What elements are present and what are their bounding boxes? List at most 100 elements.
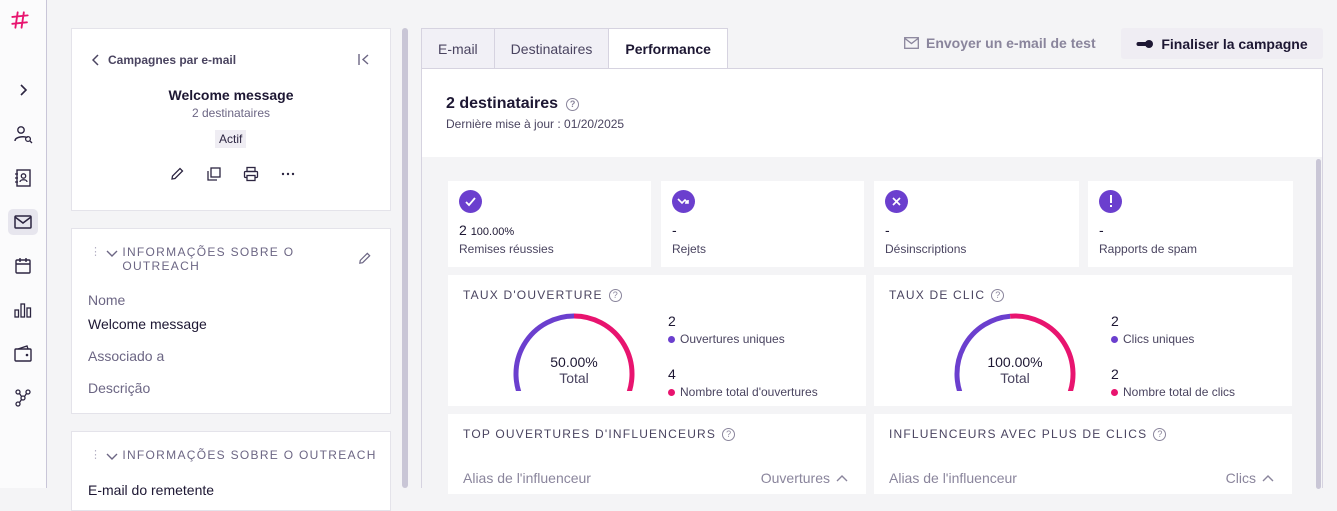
total-opens-value: 4 [668, 366, 676, 382]
section-title-line1: INFORMAÇÕES SOBRE O [122, 245, 295, 259]
panel-scrollbar[interactable] [1316, 159, 1321, 489]
mail-icon[interactable] [8, 209, 38, 235]
section-title: INFORMAÇÕES SOBRE O OUTREACH [122, 448, 377, 462]
wallet-icon[interactable] [8, 341, 38, 367]
collapse-panel-icon[interactable] [357, 53, 370, 66]
help-icon[interactable]: ? [722, 427, 736, 441]
name-label: Nome [88, 292, 126, 308]
total-opens-label: Nombre total d'ouvertures [668, 385, 818, 399]
left-scrollbar[interactable] [402, 28, 408, 488]
drag-handle-icon[interactable]: ⋮ [90, 449, 103, 461]
hash-logo-icon[interactable] [10, 10, 30, 30]
chevron-left-icon [92, 54, 99, 66]
tab-performance[interactable]: Performance [608, 28, 728, 69]
check-icon [459, 190, 482, 213]
workflow-icon[interactable] [8, 385, 38, 411]
opens-column[interactable]: Ouvertures [761, 470, 848, 486]
open-rate-total-label: Total [559, 370, 589, 386]
help-icon[interactable]: ? [608, 288, 622, 302]
help-icon[interactable]: ? [1153, 427, 1167, 441]
open-rate-gauge [513, 313, 635, 391]
recipients-count: 2 destinataires [446, 95, 559, 112]
chevron-up-icon [1262, 475, 1274, 482]
section-header[interactable]: ⋮ INFORMAÇÕES SOBRE O OUTREACH [90, 245, 294, 273]
status-badge: Actif [215, 130, 247, 148]
associated-label: Associado a [88, 348, 165, 364]
help-icon[interactable]: ? [991, 288, 1005, 302]
stat-label: Désinscriptions [885, 242, 967, 256]
outreach-info-card-2: ⋮ INFORMAÇÕES SOBRE O OUTREACH E-mail do… [71, 431, 391, 511]
edit-section-icon[interactable] [357, 251, 372, 266]
click-rate-percent: 100.00% [987, 354, 1043, 370]
click-rate-total-label: Total [1000, 370, 1030, 386]
gauge-arc-unique [513, 313, 575, 391]
send-test-email-button[interactable]: Envoyer un e-mail de test [904, 35, 1096, 51]
stat-unsubscribes: - Désinscriptions [874, 181, 1079, 267]
clicks-column[interactable]: Clics [1226, 470, 1274, 486]
top-clicks-title: INFLUENCEURS AVEC PLUS DE CLICS ? [889, 427, 1167, 441]
print-icon[interactable] [242, 165, 260, 183]
unique-clicks-value: 2 [1111, 313, 1119, 329]
stat-value: - [1099, 222, 1104, 238]
finalize-campaign-label: Finaliser la campagne [1161, 35, 1308, 52]
total-clicks-label: Nombre total de clics [1111, 385, 1235, 399]
stat-value: 2 100.00% [459, 222, 515, 238]
campaign-sidebar: Campagnes par e-mail Welcome message 2 d… [47, 0, 401, 511]
stat-value: - [885, 222, 890, 238]
stats-area: 2 100.00% Remises réussies - Rejets - Dé… [422, 157, 1322, 494]
open-rate-card: TAUX D'OUVERTURE ? 50.00% Total 2 Ouvert… [448, 275, 866, 406]
edit-icon[interactable] [168, 165, 186, 183]
bar-chart-icon[interactable] [8, 297, 38, 323]
chevron-right-icon[interactable] [8, 77, 38, 103]
unique-opens-label: Ouvertures uniques [668, 332, 785, 346]
influencer-alias-column[interactable]: Alias de l'influenceur [889, 470, 1017, 486]
performance-title: 2 destinataires ? [446, 95, 580, 113]
calendar-icon[interactable] [8, 253, 38, 279]
performance-panel: 2 destinataires ? Dernière mise à jour :… [421, 68, 1323, 494]
open-rate-title: TAUX D'OUVERTURE ? [463, 288, 622, 302]
back-link[interactable]: Campagnes par e-mail [92, 53, 236, 67]
duplicate-icon[interactable] [205, 165, 223, 183]
tab-recipients[interactable]: Destinataires [493, 28, 609, 69]
campaign-summary-card: Campagnes par e-mail Welcome message 2 d… [71, 28, 391, 211]
section-title-line2: OUTREACH [122, 259, 201, 273]
finalize-campaign-button[interactable]: Finaliser la campagne [1121, 28, 1323, 59]
campaign-recipients: 2 destinataires [191, 106, 271, 120]
icon-rail [0, 0, 47, 488]
alert-icon [1099, 190, 1122, 213]
drag-handle-icon[interactable]: ⋮ [90, 246, 103, 258]
click-rate-card: TAUX DE CLIC ? 100.00% Total 2 Clics uni… [874, 275, 1292, 406]
outreach-info-card: ⋮ INFORMAÇÕES SOBRE O OUTREACH Nome Welc… [71, 228, 391, 414]
mail-icon [904, 37, 919, 49]
tab-email[interactable]: E-mail [421, 28, 494, 69]
section-header-2[interactable]: ⋮ INFORMAÇÕES SOBRE O OUTREACH [90, 448, 377, 462]
tab-bar: E-mail Destinataires Performance [421, 28, 728, 69]
chevron-down-icon[interactable] [106, 450, 118, 462]
click-rate-title: TAUX DE CLIC ? [889, 288, 1005, 302]
stat-label: Remises réussies [459, 242, 554, 256]
stat-spam-reports: - Rapports de spam [1088, 181, 1293, 267]
influencer-alias-column[interactable]: Alias de l'influenceur [463, 470, 591, 486]
open-rate-percent: 50.00% [550, 354, 598, 370]
send-test-email-label: Envoyer un e-mail de test [926, 35, 1096, 51]
chevron-down-icon[interactable] [106, 247, 118, 259]
back-label: Campagnes par e-mail [108, 53, 237, 67]
stat-label: Rejets [672, 242, 707, 256]
unique-opens-value: 2 [668, 313, 676, 329]
stat-bounces: - Rejets [661, 181, 864, 267]
x-icon [885, 190, 908, 213]
address-book-icon[interactable] [8, 165, 38, 191]
gauge-arc-total [573, 313, 635, 391]
name-value[interactable]: Welcome message [88, 316, 207, 332]
bounce-icon [672, 190, 695, 213]
toggle-icon [1136, 39, 1154, 48]
description-label: Descrição [88, 380, 151, 396]
more-options-icon[interactable] [279, 165, 297, 183]
contacts-search-icon[interactable] [8, 121, 38, 147]
help-icon[interactable]: ? [566, 97, 580, 111]
top-opens-title: TOP OUVERTURES D'INFLUENCEURS ? [463, 427, 736, 441]
gauge-arc-unique [954, 313, 1011, 391]
stat-value: - [672, 222, 677, 238]
sender-email-label: E-mail do remetente [88, 482, 215, 498]
click-rate-gauge [954, 313, 1076, 391]
